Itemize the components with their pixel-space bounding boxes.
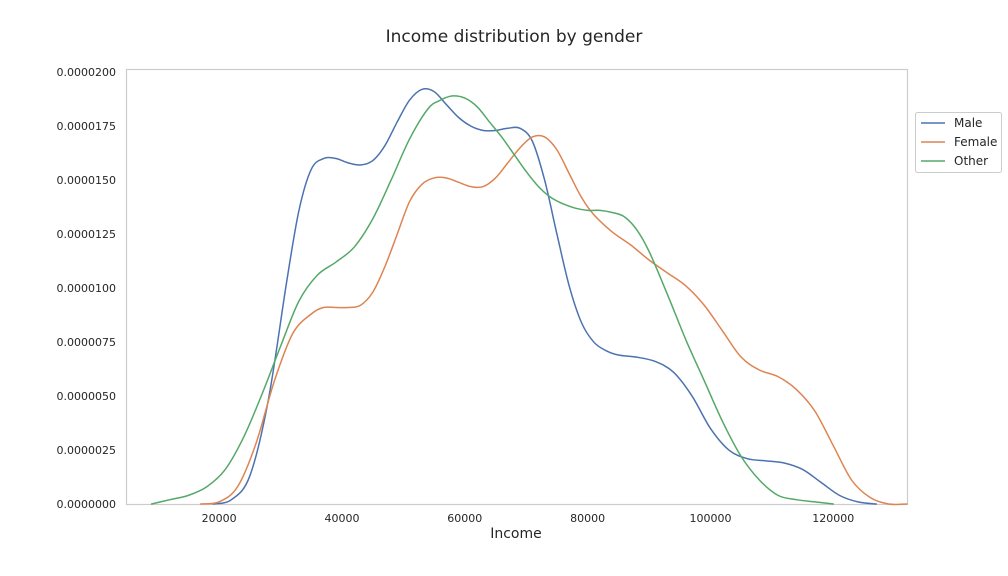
x-axis: 20000 40000 60000 80000 100000 120000	[202, 512, 855, 525]
x-tick-label: 100000	[689, 512, 731, 525]
x-tick-label: 80000	[570, 512, 605, 525]
chart-title: Income distribution by gender	[386, 27, 643, 47]
y-tick-label: 0.0000150	[57, 174, 117, 187]
legend-label-female: Female	[954, 135, 997, 149]
series-lines	[150, 88, 908, 506]
y-tick-label: 0.0000175	[57, 120, 117, 133]
y-tick-label: 0.0000025	[57, 444, 117, 457]
y-tick-label: 0.0000125	[57, 228, 117, 241]
y-axis: 0.0000000 0.0000025 0.0000050 0.0000075 0.00…	[57, 66, 117, 511]
legend: Male Female Other	[915, 112, 1002, 173]
y-tick-label: 0.0000050	[57, 390, 117, 403]
series-line-female	[199, 134, 908, 506]
x-axis-label: Income	[490, 526, 542, 542]
y-tick-label: 0.0000075	[57, 336, 117, 349]
x-tick-label: 40000	[324, 512, 359, 525]
legend-box	[915, 112, 1002, 173]
legend-label-other: Other	[954, 154, 988, 168]
series-line-other	[150, 95, 835, 505]
plot-frame	[125, 68, 909, 506]
y-tick-label: 0.0000100	[57, 282, 117, 295]
x-tick-label: 60000	[447, 512, 482, 525]
series-line-male	[212, 88, 878, 505]
x-tick-label: 20000	[202, 512, 237, 525]
y-tick-label: 0.0000200	[57, 66, 117, 79]
legend-label-male: Male	[954, 116, 982, 130]
x-tick-label: 120000	[812, 512, 854, 525]
y-tick-label: 0.0000000	[57, 498, 117, 511]
